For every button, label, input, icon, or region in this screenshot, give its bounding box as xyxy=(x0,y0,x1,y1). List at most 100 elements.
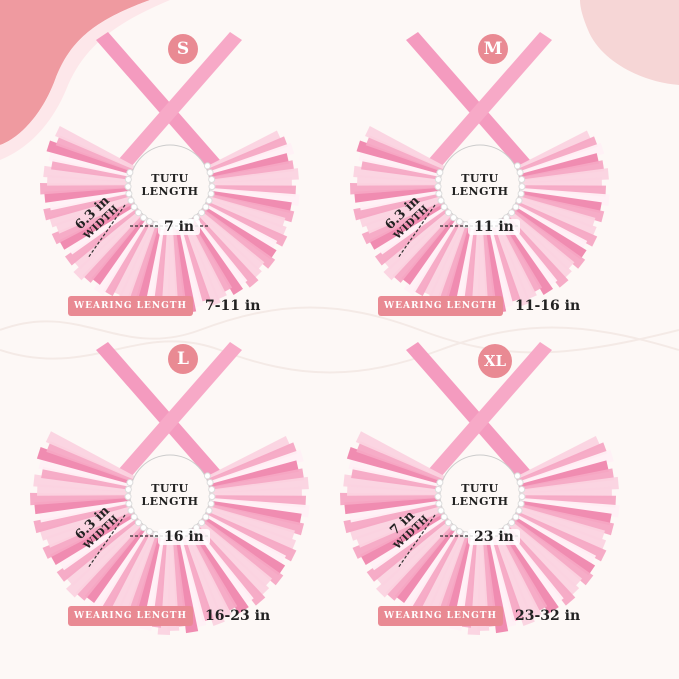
tulle-strip xyxy=(198,520,273,588)
tulle-strip xyxy=(65,519,141,587)
tulle-strip xyxy=(205,511,297,562)
wearing-length-value: 16-23 in xyxy=(205,608,271,624)
tulle-strip xyxy=(504,214,569,288)
waistband-knot xyxy=(125,190,133,198)
size-badge: M xyxy=(478,34,508,64)
waistband-knot xyxy=(437,507,445,515)
tutu-length-value: 11 in xyxy=(468,219,520,235)
tulle-skirt xyxy=(350,125,610,315)
waistband-knot xyxy=(516,169,524,177)
tulle-strip xyxy=(194,214,259,288)
tulle-strip xyxy=(202,205,277,260)
tulle-strip xyxy=(506,522,580,597)
tulle-strip xyxy=(343,502,442,534)
waistband-knot xyxy=(455,528,463,536)
tulle-strip xyxy=(359,195,443,228)
tulle-strip xyxy=(177,533,207,628)
waistband-knot xyxy=(512,513,520,521)
tulle-strip xyxy=(366,517,450,582)
tulle-strip xyxy=(510,518,594,586)
waistband-knot xyxy=(205,197,213,205)
waistband-knot xyxy=(140,524,148,532)
tulle-strip xyxy=(192,216,248,288)
tulle-strip xyxy=(502,526,564,606)
waistband-knot xyxy=(145,528,153,536)
size-panel-xl: XL TUTU LENGTH 23 in 7 in WIDTH WEARING L… xyxy=(310,310,649,649)
size-panel-l: L TUTU LENGTH 16 in 6.3 in WIDTH WEARING … xyxy=(0,310,339,649)
tulle-strip xyxy=(207,449,304,486)
waistband-knot xyxy=(140,214,148,222)
waistband-knot xyxy=(130,203,138,211)
waistband-knot xyxy=(434,176,442,184)
tulle-strip xyxy=(196,522,270,597)
tulle-strip xyxy=(516,442,608,483)
size-label: M xyxy=(483,39,503,59)
ribbon-ties xyxy=(96,32,242,168)
waistband-knot xyxy=(208,183,216,191)
tulle-strip xyxy=(365,125,445,170)
size-label: XL xyxy=(483,352,507,370)
tulle-strip xyxy=(205,435,291,481)
waistband-knot xyxy=(127,507,135,515)
waistband-knot xyxy=(198,209,206,217)
tulle-strip xyxy=(206,136,288,173)
tulle-strip xyxy=(33,502,132,534)
waistband-knot xyxy=(134,519,142,527)
tulle-strip xyxy=(515,435,601,481)
tulle-strip xyxy=(512,515,596,576)
tulle-strip xyxy=(187,529,238,612)
width-measure-line xyxy=(397,204,436,259)
waistband-knot xyxy=(440,513,448,521)
tulle-strip xyxy=(487,223,514,308)
tulle-strip xyxy=(492,221,531,307)
tulle-strip xyxy=(513,203,588,251)
width-measure-line xyxy=(87,514,126,569)
waistband-knot xyxy=(434,486,442,494)
tulle-strip xyxy=(355,507,444,548)
waistband-knot xyxy=(198,519,206,527)
tulle-strip xyxy=(203,203,278,251)
tulle-strip xyxy=(510,208,586,269)
tulle-strip xyxy=(492,531,535,626)
tulle-strip xyxy=(350,183,441,195)
tulle-strip xyxy=(515,511,607,562)
tulle-strip xyxy=(518,460,609,488)
tulle-strip xyxy=(57,515,138,571)
tulle-strip xyxy=(209,160,295,181)
waistband-knot xyxy=(203,162,211,170)
wearing-length-value: 7-11 in xyxy=(205,298,261,314)
waistband-knot xyxy=(130,513,138,521)
tulle-strip xyxy=(361,200,445,245)
tulle-strip xyxy=(84,525,147,603)
waistband-knot xyxy=(444,209,452,217)
tulle-strip xyxy=(517,142,605,176)
tulle-strip xyxy=(508,210,575,271)
tutu-illustration xyxy=(30,342,310,635)
tulle-strip xyxy=(403,217,460,296)
waistband-knot xyxy=(512,203,520,211)
size-badge: L xyxy=(168,344,198,374)
tulle-strip xyxy=(38,499,131,523)
tulle-strip xyxy=(208,460,299,488)
tulle-strip xyxy=(194,524,266,606)
tulle-strip xyxy=(167,224,179,311)
tulle-strip xyxy=(174,224,197,314)
waistband-knot xyxy=(513,472,521,480)
tulle-strip xyxy=(517,449,614,486)
tulle-strip xyxy=(376,205,448,255)
tulle-strip xyxy=(477,224,489,311)
waistband-knot xyxy=(205,507,213,515)
waistband-knot xyxy=(444,519,452,527)
waistband-knot xyxy=(440,203,448,211)
tulle-strip xyxy=(397,527,460,614)
waistband-knot xyxy=(124,183,132,191)
waistband-knot xyxy=(436,479,444,487)
tulle-skirt xyxy=(340,431,620,635)
waistband-knot xyxy=(124,176,132,184)
waistband-knot xyxy=(515,197,523,205)
tulle-strip xyxy=(50,512,136,566)
tulle-strip xyxy=(352,510,445,559)
width-measure-line xyxy=(397,514,436,569)
wearing-length-value: 23-32 in xyxy=(515,608,581,624)
